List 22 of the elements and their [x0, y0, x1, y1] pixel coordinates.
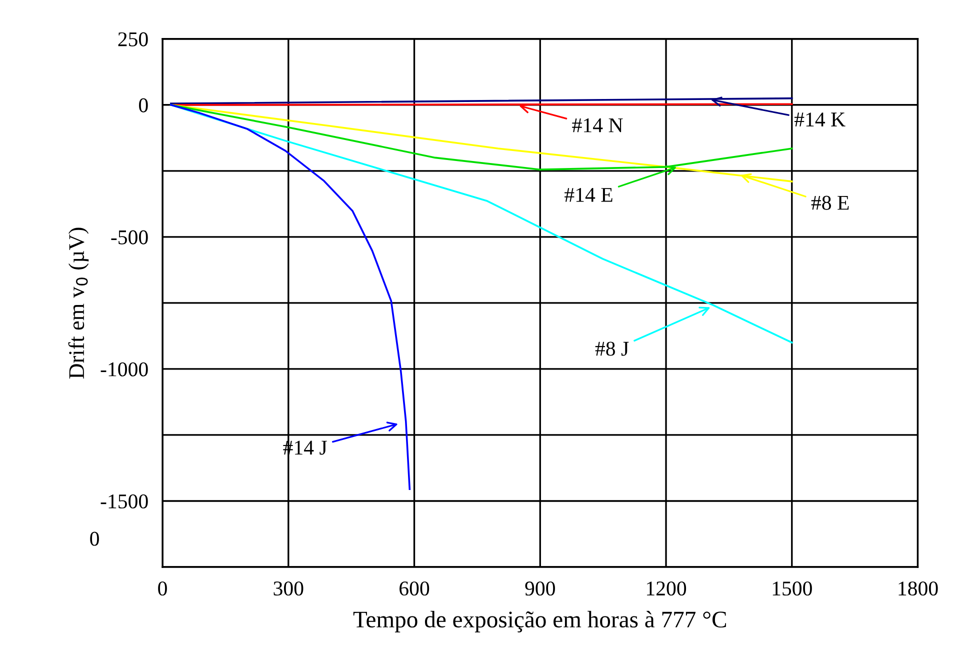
y-tick-label: 0	[139, 98, 148, 112]
y-tick-label: -1500	[100, 494, 148, 508]
line-series	[170, 104, 793, 344]
line-series	[170, 104, 411, 490]
x-tick-label: 1800	[898, 581, 938, 596]
annotation: #8 J	[595, 342, 629, 356]
y-tick-label: -1000	[100, 362, 148, 376]
x-tick-label: 1200	[647, 581, 686, 596]
annotation: #14 N	[572, 118, 623, 132]
x-tick-label: 600	[400, 581, 430, 596]
text: 0	[90, 532, 99, 546]
y-tick-label: 250	[118, 32, 148, 46]
annotation: #14 K	[794, 112, 846, 126]
x-tick-label: 1500	[772, 581, 812, 596]
annotation: #14 E	[564, 188, 612, 202]
x-tick-label: 300	[274, 581, 304, 596]
x-axis-title: Tempo de exposição em horas à 777 °C	[353, 610, 726, 632]
annotation: #8 E	[811, 196, 849, 210]
y-axis-title: Drift em v$_{0}$ (µV)	[68, 228, 89, 379]
y-tick-label: -500	[111, 230, 148, 244]
x-tick-label: 0	[158, 581, 167, 596]
x-tick-label: 900	[525, 581, 555, 596]
